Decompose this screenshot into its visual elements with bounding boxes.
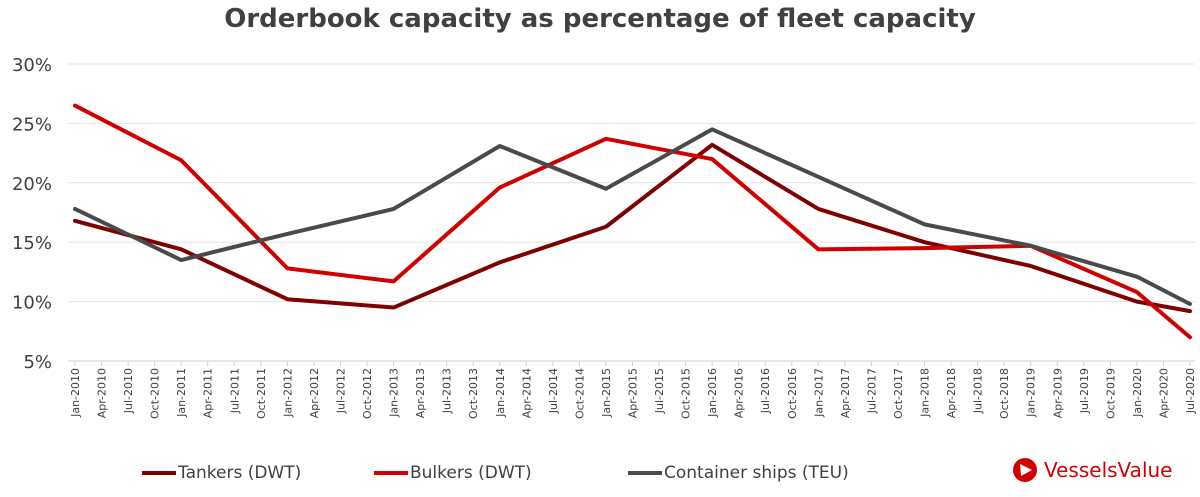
y-tick-label: 15% [12,233,52,254]
x-tick-label: Oct-2018 [998,368,1011,419]
x-tick-label: Apr-2016 [733,368,746,418]
x-tick-label: Jan-2017 [812,368,825,418]
legend-label: Tankers (DWT) [178,463,302,483]
legend-swatch [374,471,408,475]
x-tick-label: Jan-2012 [281,368,294,418]
x-tick-label: Apr-2015 [627,368,640,418]
x-tick-label: Oct-2019 [1104,368,1117,419]
legend-label: Bulkers (DWT) [410,463,532,483]
legend-item-tankers: Tankers (DWT) [142,463,301,483]
series-line-container [73,127,1192,306]
x-tick-label: Oct-2013 [467,368,480,419]
y-tick-label: 10% [12,293,52,314]
series-line-bulkers [73,103,1192,340]
x-tick-label: Jan-2018 [919,368,932,418]
legend-item-container-ships: Container ships (TEU) [628,463,849,483]
x-tick-label: Apr-2010 [96,368,109,418]
x-tick-label: Jul-2016 [759,368,772,414]
x-tick-label: Oct-2012 [361,368,374,419]
x-tick-label: Jul-2017 [865,368,878,414]
legend-label: Container ships (TEU) [664,463,849,483]
x-tick-label: Jul-2020 [1184,368,1197,414]
x-tick-label: Apr-2014 [520,368,533,418]
x-tick-label: Jul-2013 [441,368,454,414]
x-tick-label: Jul-2012 [334,368,347,414]
x-tick-label: Apr-2019 [1051,368,1064,418]
x-tick-label: Oct-2010 [149,368,162,419]
x-tick-label: Jan-2014 [494,368,507,418]
x-tick-label: Oct-2017 [892,368,905,419]
vesselsvalue-logo: VesselsValue [1012,457,1172,483]
chart-title: Orderbook capacity as percentage of flee… [224,4,976,34]
y-tick-label: 20% [12,174,52,195]
x-tick-label: Jan-2016 [706,368,719,418]
x-tick-label: Oct-2014 [573,368,586,419]
x-tick-label: Apr-2017 [839,368,852,418]
y-tick-label: 25% [12,114,52,135]
legend-item-bulkers: Bulkers (DWT) [374,463,532,483]
legend-swatch [628,471,662,475]
x-tick-label: Apr-2020 [1157,368,1170,418]
x-tick-label: Oct-2016 [786,368,799,419]
x-tick-label: Jan-2020 [1131,368,1144,418]
x-tick-label: Jan-2013 [388,368,401,418]
legend-swatch [142,471,176,475]
x-tick-label: Apr-2011 [202,368,215,418]
x-tick-label: Jan-2010 [69,368,82,418]
x-tick-label: Oct-2015 [680,368,693,419]
x-tick-label: Apr-2018 [945,368,958,418]
x-tick-label: Jul-2010 [122,368,135,414]
y-tick-label: 5% [23,352,52,373]
logo-icon [1013,458,1037,482]
x-tick-label: Jul-2018 [972,368,985,414]
series-line-tankers [73,142,1192,314]
x-tick-label: Jan-2011 [175,368,188,418]
x-tick-label: Apr-2012 [308,368,321,418]
x-tick-label: Apr-2013 [414,368,427,418]
x-tick-label: Jul-2015 [653,368,666,414]
x-tick-label: Jan-2015 [600,368,613,418]
x-tick-label: Jul-2019 [1078,368,1091,414]
x-tick-label: Jul-2011 [228,368,241,414]
x-tick-label: Jan-2019 [1025,368,1038,418]
logo-text: VesselsValue [1044,458,1173,482]
x-tick-label: Oct-2011 [255,368,268,419]
x-tick-label: Jul-2014 [547,368,560,414]
y-tick-label: 30% [12,55,52,76]
